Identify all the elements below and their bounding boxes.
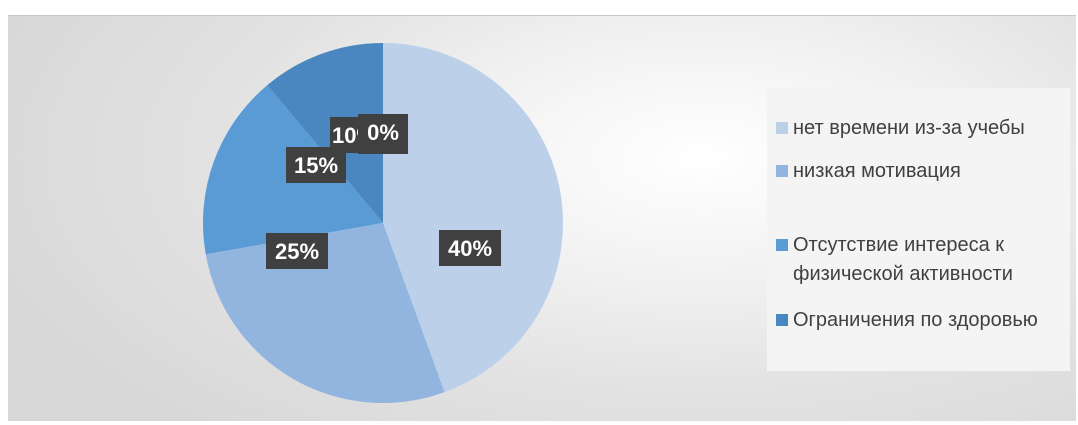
data-label-box: [358, 114, 408, 154]
legend-label: Ограничения по здоровью: [793, 309, 1038, 331]
pie-slice-no-time: [383, 43, 564, 393]
legend-label: низкая мотивация: [793, 160, 961, 182]
legend-swatch: [776, 239, 788, 251]
legend-item-no-time: нет времени из-за учебы: [776, 114, 1063, 143]
data-label-no-time: 40%: [439, 230, 501, 266]
legend-swatch: [776, 314, 788, 326]
legend-item-no-interest: Отсутствие интереса к физической активно…: [776, 231, 1038, 289]
legend-swatch: [776, 122, 788, 134]
legend-label: Отсутствие интереса к физической активно…: [793, 234, 1013, 285]
data-label-text: 40%: [448, 236, 492, 261]
data-label-text: 15%: [294, 153, 338, 178]
data-label-zero: 0%: [358, 114, 408, 154]
legend-item-health-limits: Ограничения по здоровью: [776, 306, 1063, 335]
pie-slice-health-limits: [267, 43, 383, 223]
legend-label: нет времени из-за учебы: [793, 117, 1025, 139]
data-label-low-motivation: 25%: [266, 233, 328, 269]
data-label-text: 25%: [275, 239, 319, 264]
data-label-box: [266, 233, 328, 269]
data-label-text: 0%: [367, 120, 399, 145]
data-label-box: [439, 230, 501, 266]
pie-slice-low-motivation: [205, 223, 445, 404]
legend-item-low-motivation: низкая мотивация: [776, 157, 1063, 186]
legend-swatch: [776, 165, 788, 177]
legend-panel: [767, 88, 1070, 371]
